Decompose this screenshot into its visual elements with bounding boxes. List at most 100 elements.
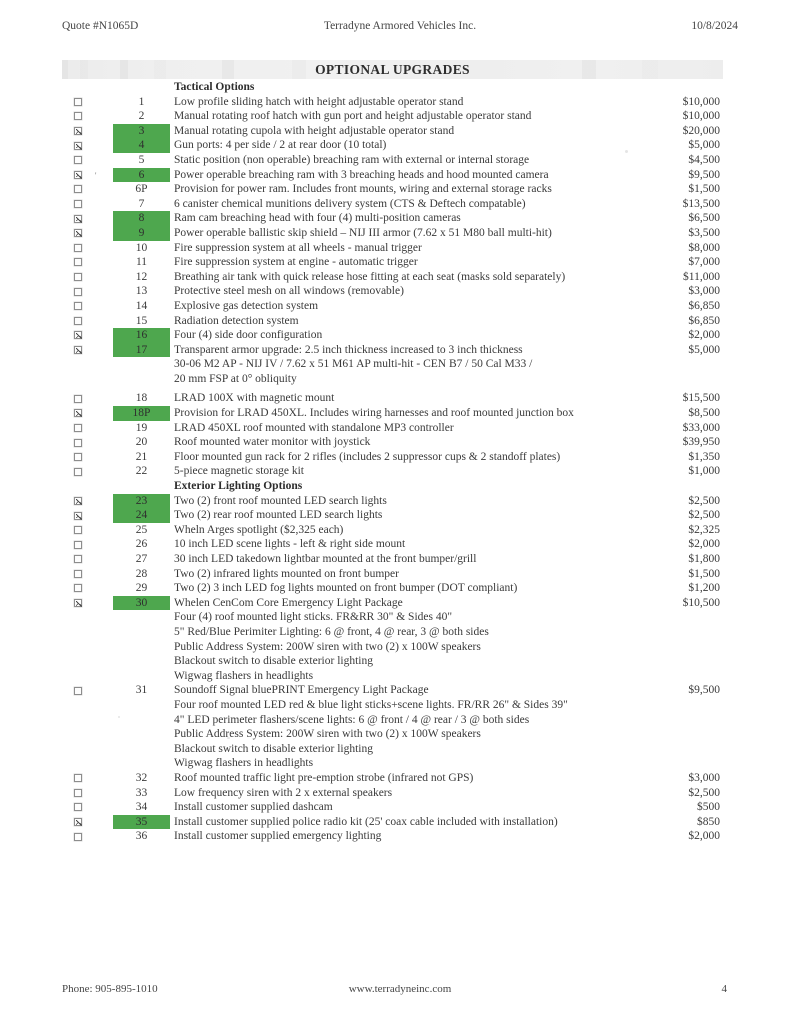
select-cell[interactable] (74, 270, 92, 285)
table-row[interactable]: 26 10 inch LED scene lights - left & righ… (62, 537, 738, 552)
table-row[interactable]: 36 Install customer supplied emergency li… (62, 829, 738, 844)
checkbox-checked[interactable] (74, 331, 82, 340)
select-cell[interactable] (74, 435, 92, 450)
table-row[interactable]: 31 Soundoff Signal bluePRINT Emergency Li… (62, 683, 738, 698)
table-row[interactable]: 14 Explosive gas detection system $6,850 (62, 299, 738, 314)
select-cell[interactable] (74, 284, 92, 299)
table-row[interactable]: 3 Manual rotating cupola with height adju… (62, 123, 738, 139)
table-row[interactable]: 7 6 canister chemical munitions delivery … (62, 197, 738, 212)
table-row[interactable]: 28 Two (2) infrared lights mounted on fro… (62, 567, 738, 582)
table-row[interactable]: 32 Roof mounted traffic light pre-emption… (62, 771, 738, 786)
select-cell[interactable] (74, 596, 92, 611)
table-row[interactable]: 30 Whelen CenCom Core Emergency Light Pac… (62, 595, 738, 611)
select-cell[interactable] (74, 343, 92, 358)
select-cell[interactable] (74, 552, 92, 567)
checkbox-checked[interactable] (74, 817, 82, 826)
select-cell[interactable] (74, 328, 92, 343)
checkbox-checked[interactable] (74, 345, 82, 354)
checkbox-unchecked[interactable] (74, 555, 82, 564)
checkbox-unchecked[interactable] (74, 686, 82, 695)
select-cell[interactable] (74, 683, 92, 698)
table-row[interactable]: 18 LRAD 100X with magnetic mount $15,500 (62, 391, 738, 406)
select-cell[interactable] (74, 537, 92, 552)
table-row[interactable]: 19 LRAD 450XL roof mounted with standalon… (62, 421, 738, 436)
checkbox-unchecked[interactable] (74, 803, 82, 812)
select-cell[interactable] (74, 786, 92, 801)
checkbox-checked[interactable] (74, 127, 82, 136)
select-cell[interactable] (74, 829, 92, 844)
checkbox-unchecked[interactable] (74, 258, 82, 267)
table-row[interactable]: 24 Two (2) rear roof mounted LED search l… (62, 508, 738, 523)
select-cell[interactable] (74, 255, 92, 270)
table-row[interactable]: 5 Static position (non operable) breachin… (62, 153, 738, 168)
select-cell[interactable] (74, 226, 92, 241)
select-cell[interactable] (74, 168, 92, 183)
table-row[interactable]: 15 Radiation detection system $6,850 (62, 314, 738, 329)
checkbox-unchecked[interactable] (74, 453, 82, 462)
select-cell[interactable] (74, 299, 92, 314)
select-cell[interactable] (74, 494, 92, 509)
checkbox-unchecked[interactable] (74, 438, 82, 447)
checkbox-unchecked[interactable] (74, 200, 82, 209)
table-row[interactable]: 10 Fire suppression system at all wheels … (62, 241, 738, 256)
checkbox-unchecked[interactable] (74, 467, 82, 476)
table-row[interactable]: 23 Two (2) front roof mounted LED search … (62, 493, 738, 509)
select-cell[interactable] (74, 771, 92, 786)
table-row[interactable]: 33 Low frequency siren with 2 x external … (62, 786, 738, 801)
table-row[interactable]: 35 Install customer supplied police radio… (62, 814, 738, 830)
checkbox-checked[interactable] (74, 599, 82, 608)
table-row[interactable]: 9 Power operable ballistic skip shield – … (62, 225, 738, 241)
checkbox-unchecked[interactable] (74, 112, 82, 121)
select-cell[interactable] (74, 197, 92, 212)
select-cell[interactable] (74, 391, 92, 406)
table-row[interactable]: 8 Ram cam breaching head with four (4) mu… (62, 211, 738, 226)
checkbox-unchecked[interactable] (74, 394, 82, 403)
table-row[interactable]: 22 5-piece magnetic storage kit $1,000 (62, 464, 738, 479)
checkbox-unchecked[interactable] (74, 584, 82, 593)
table-row[interactable]: 20 Roof mounted water monitor with joysti… (62, 435, 738, 450)
checkbox-checked[interactable] (74, 141, 82, 150)
select-cell[interactable] (74, 581, 92, 596)
checkbox-checked[interactable] (74, 229, 82, 238)
table-row[interactable]: 25 Wheln Arges spotlight ($2,325 each) $2,… (62, 523, 738, 538)
select-cell[interactable] (74, 124, 92, 139)
table-row[interactable]: 12 Breathing air tank with quick release … (62, 270, 738, 285)
checkbox-unchecked[interactable] (74, 788, 82, 797)
select-cell[interactable] (74, 815, 92, 830)
checkbox-unchecked[interactable] (74, 832, 82, 841)
checkbox-checked[interactable] (74, 214, 82, 223)
select-cell[interactable] (74, 182, 92, 197)
select-cell[interactable] (74, 450, 92, 465)
select-cell[interactable] (74, 567, 92, 582)
table-row[interactable]: 1 Low profile sliding hatch with height a… (62, 95, 738, 110)
table-row[interactable]: 16 Four (4) side door configuration $2,000 (62, 328, 738, 343)
select-cell[interactable] (74, 153, 92, 168)
checkbox-unchecked[interactable] (74, 302, 82, 311)
checkbox-unchecked[interactable] (74, 243, 82, 252)
select-cell[interactable] (74, 138, 92, 153)
table-row[interactable]: 29 Two (2) 3 inch LED fog lights mounted … (62, 581, 738, 596)
checkbox-checked[interactable] (74, 511, 82, 520)
select-cell[interactable] (74, 211, 92, 226)
table-row[interactable]: ' 6 Power operable breaching ram with 3 br… (62, 167, 738, 183)
select-cell[interactable] (74, 421, 92, 436)
checkbox-checked[interactable] (74, 409, 82, 418)
checkbox-unchecked[interactable] (74, 540, 82, 549)
table-row[interactable]: 21 Floor mounted gun rack for 2 rifles (i… (62, 450, 738, 465)
table-row[interactable]: 2 Manual rotating roof hatch with gun por… (62, 109, 738, 124)
select-cell[interactable] (74, 523, 92, 538)
select-cell[interactable] (74, 508, 92, 523)
table-row[interactable]: 17 Transparent armor upgrade: 2.5 inch th… (62, 342, 738, 358)
checkbox-checked[interactable] (74, 170, 82, 179)
table-row[interactable]: 13 Protective steel mesh on all windows (… (62, 284, 738, 299)
select-cell[interactable] (74, 406, 92, 421)
checkbox-checked[interactable] (74, 496, 82, 505)
checkbox-unchecked[interactable] (74, 569, 82, 578)
checkbox-unchecked[interactable] (74, 273, 82, 282)
select-cell[interactable] (74, 800, 92, 815)
select-cell[interactable] (74, 464, 92, 479)
checkbox-unchecked[interactable] (74, 526, 82, 535)
table-row[interactable]: 34 Install customer supplied dashcam $500 (62, 800, 738, 815)
checkbox-unchecked[interactable] (74, 316, 82, 325)
select-cell[interactable] (74, 314, 92, 329)
